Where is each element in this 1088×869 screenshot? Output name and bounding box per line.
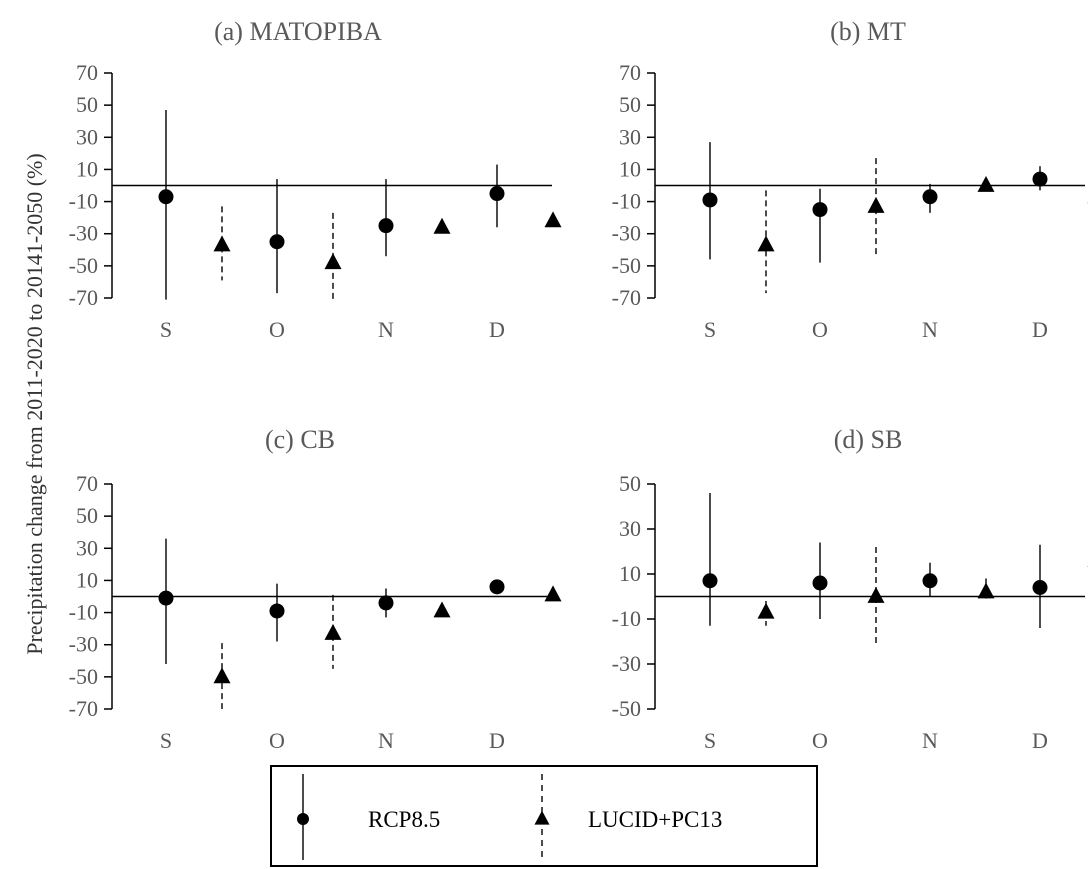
point-rcp85 <box>702 573 718 589</box>
x-tick-label: S <box>160 317 172 342</box>
legend-marker-lucid <box>534 810 550 825</box>
x-tick-label: D <box>489 728 505 753</box>
x-tick-label: S <box>704 728 716 753</box>
y-tick-label: -70 <box>69 696 98 721</box>
point-lucid <box>867 196 885 213</box>
legend-box <box>270 765 818 867</box>
x-tick-label: N <box>922 317 938 342</box>
point-lucid <box>213 235 231 252</box>
x-tick-label: N <box>378 317 394 342</box>
y-tick-label: -50 <box>612 253 641 278</box>
point-rcp85 <box>922 189 938 205</box>
y-tick-label: -30 <box>69 632 98 657</box>
point-lucid <box>433 217 451 234</box>
y-tick-label: 10 <box>76 156 98 181</box>
point-lucid <box>213 667 231 684</box>
panel-title: (c) CB <box>265 425 335 454</box>
y-tick-label: 30 <box>76 535 98 560</box>
point-rcp85 <box>1032 580 1048 595</box>
panel-title: (d) SB <box>834 425 903 454</box>
x-tick-label: O <box>812 317 828 342</box>
point-rcp85 <box>1032 171 1048 187</box>
point-lucid <box>757 602 775 619</box>
x-tick-label: S <box>160 728 172 753</box>
y-tick-label: 30 <box>76 124 98 149</box>
point-rcp85 <box>378 595 394 611</box>
point-rcp85 <box>922 573 938 589</box>
y-tick-label: 30 <box>619 516 641 541</box>
y-tick-label: 70 <box>76 471 98 496</box>
y-tick-label: -70 <box>612 285 641 310</box>
y-tick-label: -30 <box>612 651 641 676</box>
legend-marker-rcp85 <box>297 813 309 825</box>
y-tick-label: -10 <box>69 189 98 214</box>
legend-label: RCP8.5 <box>368 807 440 832</box>
panel-1: (a) MATOPIBA 70 50 30 10 -10 -30 -50 -70 S O N D <box>69 17 562 342</box>
panel-4: (d) SB 50 30 10 -10 -30 -50 S O N D <box>612 425 1088 753</box>
point-rcp85 <box>378 218 394 234</box>
point-rcp85 <box>812 202 828 218</box>
panel-title: (a) MATOPIBA <box>214 17 382 46</box>
y-tick-label: 50 <box>76 92 98 117</box>
point-rcp85 <box>489 186 505 202</box>
legend-label: LUCID+PC13 <box>588 807 722 832</box>
x-tick-label: O <box>269 317 285 342</box>
point-lucid <box>324 623 342 640</box>
point-rcp85 <box>269 603 285 619</box>
y-tick-label: -30 <box>612 221 641 246</box>
panel-2: (b) MT 70 50 30 10 -10 -30 -50 -70 S O N D <box>612 17 1088 342</box>
point-lucid <box>757 235 775 252</box>
x-tick-label: S <box>704 317 716 342</box>
point-rcp85 <box>158 189 174 205</box>
y-tick-label: 30 <box>619 124 641 149</box>
point-rcp85 <box>489 579 505 595</box>
y-tick-label: 50 <box>619 471 641 496</box>
point-rcp85 <box>812 575 828 591</box>
point-lucid <box>433 601 451 618</box>
x-tick-label: N <box>922 728 938 753</box>
y-tick-label: -50 <box>69 253 98 278</box>
x-tick-label: N <box>378 728 394 753</box>
point-lucid <box>977 582 995 599</box>
y-tick-label: 70 <box>619 60 641 85</box>
y-tick-label: 10 <box>619 561 641 586</box>
y-tick-label: -50 <box>612 696 641 721</box>
point-lucid <box>977 176 995 192</box>
x-tick-label: D <box>1032 728 1048 753</box>
point-rcp85 <box>702 192 718 208</box>
x-tick-label: O <box>812 728 828 753</box>
y-tick-label: 50 <box>619 92 641 117</box>
y-tick-label: -10 <box>69 600 98 625</box>
y-tick-label: 10 <box>619 156 641 181</box>
y-tick-label: -30 <box>69 221 98 246</box>
panel-title: (b) MT <box>830 17 906 46</box>
y-tick-label: 10 <box>76 567 98 592</box>
point-lucid <box>544 211 562 228</box>
y-tick-label: 50 <box>76 503 98 528</box>
point-lucid <box>324 253 342 270</box>
y-tick-label: -10 <box>612 189 641 214</box>
x-tick-label: D <box>489 317 505 342</box>
point-rcp85 <box>269 234 285 250</box>
y-axis-label: Precipitation change from 2011-2020 to 2… <box>22 153 47 654</box>
y-tick-label: -70 <box>69 285 98 310</box>
point-rcp85 <box>158 590 174 606</box>
y-tick-label: -50 <box>69 664 98 689</box>
x-tick-label: D <box>1032 317 1048 342</box>
point-lucid <box>544 585 562 602</box>
y-tick-label: -10 <box>612 606 641 631</box>
y-tick-label: 70 <box>76 60 98 85</box>
x-tick-label: O <box>269 728 285 753</box>
legend: RCP8.5 LUCID+PC13 <box>270 765 818 867</box>
panel-3: (c) CB 70 50 30 10 -10 -30 -50 -70 S O N D <box>69 425 562 753</box>
point-lucid <box>867 587 885 603</box>
